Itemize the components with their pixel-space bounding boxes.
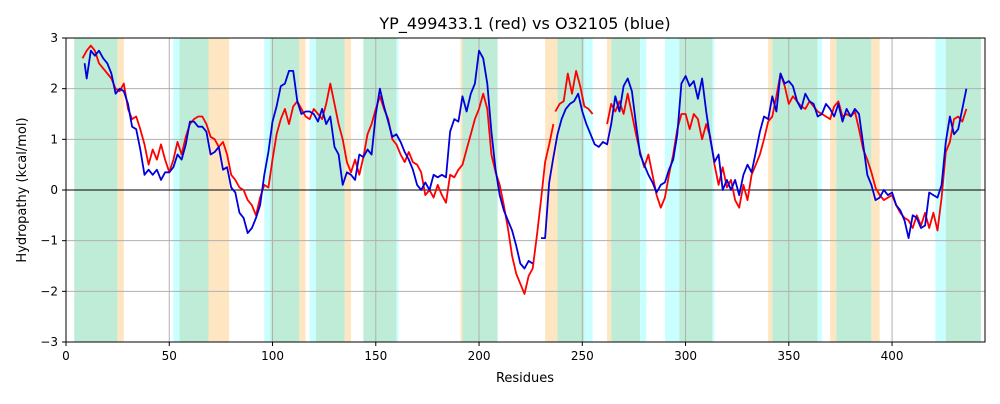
x-tick-label: 200 xyxy=(468,349,491,363)
x-tick-label: 0 xyxy=(62,349,70,363)
y-tick-label: −3 xyxy=(40,335,58,349)
series-line-blue xyxy=(83,49,534,270)
y-tick-label: 0 xyxy=(50,183,58,197)
x-tick-label: 50 xyxy=(162,349,177,363)
y-tick-label: 2 xyxy=(50,82,58,96)
series-line-red xyxy=(81,44,555,295)
x-axis-label: Residues xyxy=(496,371,554,386)
series-line-red xyxy=(606,72,968,232)
series-line-blue xyxy=(541,72,968,240)
chart-title: YP_499433.1 (red) vs O32105 (blue) xyxy=(378,14,670,34)
y-tick-label: 1 xyxy=(50,132,58,146)
x-tick-label: 300 xyxy=(674,349,697,363)
series-layer xyxy=(81,44,968,295)
y-axis-label: Hydropathy (kcal/mol) xyxy=(15,117,30,262)
x-tick-label: 150 xyxy=(364,349,387,363)
x-tick-label: 250 xyxy=(571,349,594,363)
y-tick-label: −1 xyxy=(40,234,58,248)
y-tick-label: 3 xyxy=(50,31,58,45)
series-line-red xyxy=(554,70,594,115)
x-tick-label: 350 xyxy=(777,349,800,363)
x-tick-label: 100 xyxy=(261,349,284,363)
y-tick-label: −2 xyxy=(40,284,58,298)
tick-layer: 0 50 100 150 200 250 300 350 400 −3 −2 −1 0 1 2 3 xyxy=(40,31,903,363)
grid-layer xyxy=(66,38,985,342)
x-tick-label: 400 xyxy=(881,349,904,363)
